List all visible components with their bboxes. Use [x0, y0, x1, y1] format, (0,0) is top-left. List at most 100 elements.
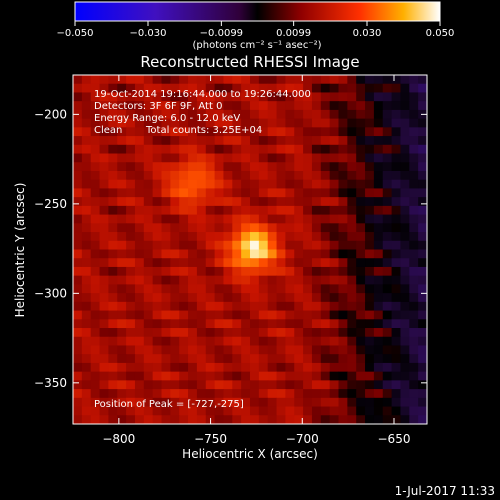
heatmap-cell — [108, 371, 118, 381]
heatmap-cell — [285, 162, 295, 172]
heatmap-cell — [382, 389, 393, 399]
heatmap-cell — [365, 415, 375, 424]
heatmap-cell — [205, 328, 216, 338]
heatmap-cell — [391, 109, 401, 120]
heatmap-cell — [365, 249, 375, 259]
heatmap-cell — [267, 197, 278, 207]
heatmap-cell — [143, 415, 154, 424]
heatmap-cell — [143, 336, 154, 346]
heatmap-cell — [294, 380, 304, 390]
heatmap-cell — [108, 101, 118, 111]
heatmap-cell — [117, 170, 127, 181]
heatmap-cell — [99, 153, 109, 163]
heatmap-cell — [73, 170, 83, 181]
heatmap-cell — [179, 144, 189, 155]
heatmap-cell — [365, 101, 375, 111]
heatmap-cell — [347, 170, 357, 181]
heatmap-cell — [285, 179, 295, 189]
heatmap-cell — [232, 144, 242, 155]
heatmap-cell — [205, 362, 216, 373]
heatmap-cell — [347, 284, 357, 294]
heatmap-cell — [418, 275, 427, 285]
heatmap-cell — [170, 310, 180, 320]
heatmap-cell — [241, 101, 251, 111]
heatmap-cell — [196, 380, 207, 390]
heatmap-cell — [347, 240, 357, 250]
heatmap-cell — [205, 83, 216, 93]
heatmap-cell — [285, 336, 295, 346]
heatmap-cell — [188, 240, 198, 250]
heatmap-cell — [250, 354, 260, 364]
heatmap-cell — [188, 118, 198, 128]
heatmap-cell — [267, 249, 278, 259]
heatmap-cell — [188, 371, 198, 381]
heatmap-cell — [356, 293, 366, 303]
heatmap-cell — [99, 266, 109, 277]
heatmap-cell — [294, 144, 304, 155]
heatmap-cell — [170, 179, 180, 189]
heatmap-cell — [400, 92, 410, 102]
heatmap-cell — [320, 179, 331, 189]
heatmap-cell — [108, 328, 118, 338]
heatmap-cell — [365, 162, 375, 172]
heatmap-cell — [373, 249, 384, 259]
heatmap-cell — [365, 406, 375, 416]
heatmap-cell — [329, 371, 339, 381]
heatmap-cell — [400, 118, 410, 128]
heatmap-cell — [294, 275, 304, 285]
heatmap-cell — [99, 179, 109, 189]
heatmap-cell — [294, 406, 304, 416]
heatmap-cell — [117, 284, 127, 294]
heatmap-cell — [391, 301, 401, 312]
heatmap-cell — [409, 284, 419, 294]
heatmap-cell — [126, 293, 136, 303]
heatmap-cell — [391, 389, 401, 399]
heatmap-cell — [241, 284, 251, 294]
heatmap-cell — [338, 205, 348, 216]
heatmap-cell — [152, 266, 162, 277]
heatmap-cell — [391, 275, 401, 285]
heatmap-cell — [241, 153, 251, 163]
heatmap-cell — [356, 397, 366, 408]
heatmap-cell — [179, 101, 189, 111]
y-tick-label: −300 — [34, 286, 67, 300]
heatmap-cell — [205, 301, 216, 312]
heatmap-cell — [250, 336, 260, 346]
heatmap-cell — [320, 162, 331, 172]
heatmap-cell — [285, 301, 295, 312]
heatmap-cell — [99, 83, 109, 93]
heatmap-cell — [81, 310, 92, 320]
heatmap-cell — [126, 197, 136, 207]
heatmap-cell — [303, 389, 313, 399]
heatmap-cell — [409, 354, 419, 364]
heatmap-cell — [373, 336, 384, 346]
heatmap-cell — [205, 170, 216, 181]
heatmap-cell — [99, 249, 109, 259]
heatmap-cell — [329, 232, 339, 242]
heatmap-cell — [320, 214, 331, 224]
heatmap-cell — [81, 92, 92, 102]
heatmap-cell — [400, 232, 410, 242]
heatmap-cell — [108, 144, 118, 155]
heatmap-cell — [161, 92, 171, 102]
heatmap-cell — [170, 92, 180, 102]
heatmap-cell — [81, 345, 92, 355]
heatmap-cell — [382, 293, 393, 303]
heatmap-cell — [152, 293, 162, 303]
heatmap-cell — [356, 354, 366, 364]
heatmap-cell — [117, 371, 127, 381]
heatmap-cell — [73, 336, 83, 346]
heatmap-cell — [250, 266, 260, 277]
heatmap-cell — [311, 310, 322, 320]
heatmap-cell — [99, 258, 109, 268]
heatmap-cell — [373, 275, 384, 285]
heatmap-cell — [73, 266, 83, 277]
heatmap-cell — [391, 205, 401, 216]
heatmap-cell — [143, 223, 154, 233]
heatmap-cell — [232, 223, 242, 233]
heatmap-cell — [108, 301, 118, 312]
heatmap-cell — [373, 170, 384, 181]
heatmap-cell — [134, 345, 145, 355]
heatmap-cell — [285, 214, 295, 224]
heatmap-cell — [196, 127, 207, 137]
